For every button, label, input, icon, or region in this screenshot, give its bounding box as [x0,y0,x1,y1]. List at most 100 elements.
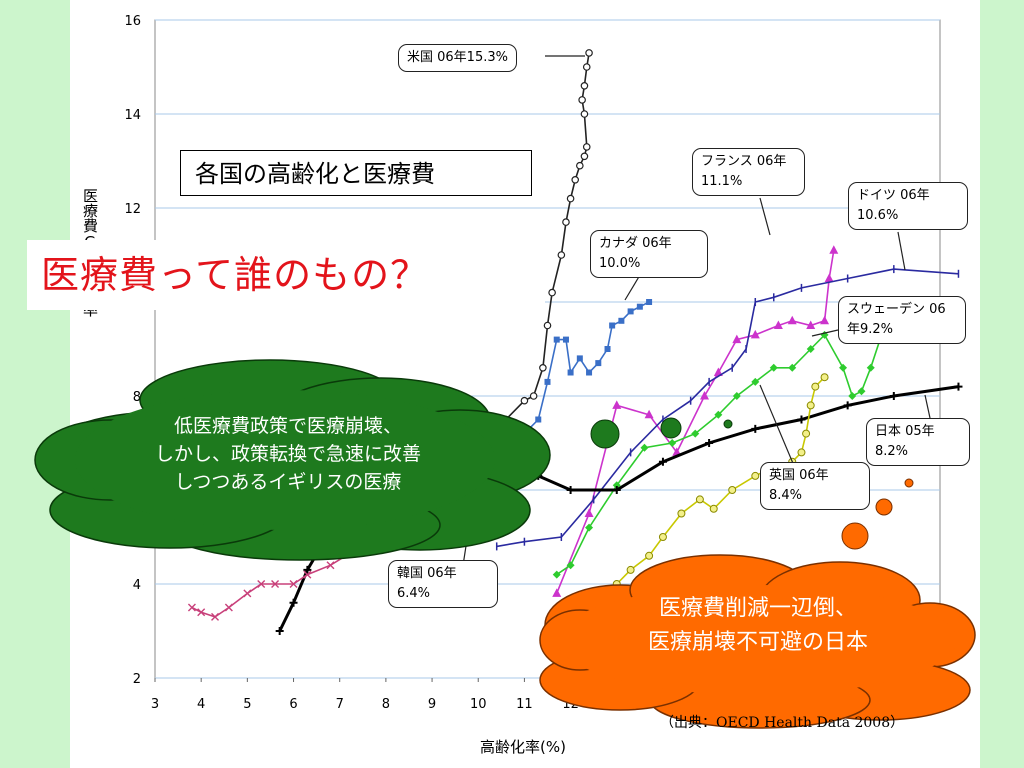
thought-bubble [660,417,682,439]
data-point [303,570,312,579]
y-tick-label: 14 [124,108,141,123]
data-point [289,598,298,607]
data-point [677,509,686,518]
data-point [562,218,570,226]
green-cloud [34,359,733,561]
data-point [839,363,848,372]
data-point [787,315,797,325]
data-point [539,363,547,372]
data-point [580,152,589,161]
data-point [544,378,551,385]
data-point [552,570,561,579]
data-point [866,363,875,372]
series-line [496,268,959,548]
data-point [566,486,575,494]
callout-pointer [624,274,641,301]
x-tick-label: 10 [470,697,487,712]
data-point [604,346,611,352]
data-point [582,63,591,71]
cloud-body [557,585,957,695]
data-point [289,580,298,588]
data-point [713,367,723,376]
callout-pointer [811,329,839,337]
data-point [728,486,737,494]
data-point [535,416,542,423]
data-point [585,523,594,532]
data-point [658,457,667,466]
data-point [806,345,815,353]
cloud-body [75,390,495,530]
data-point [658,533,667,541]
data-point [705,439,714,447]
data-point [224,603,233,612]
data-point [732,392,741,400]
data-point [843,401,852,410]
data-point [636,303,643,310]
data-point [543,321,552,330]
data-point [668,439,677,447]
callout-usa: 米国 06年15.3% [398,44,517,72]
data-point [797,448,806,457]
data-point [848,392,857,400]
data-point [576,355,583,362]
callout-uk: 英国 06年8.4% [760,462,870,510]
callout-pointer [924,394,931,419]
data-point [197,608,206,617]
data-point [562,336,569,343]
thought-bubble [841,522,869,550]
data-point [829,245,839,254]
data-point [732,334,742,344]
callout-japan: 日本 05年8.2% [866,418,970,466]
data-point [566,561,575,570]
x-tick-label: 6 [289,697,297,712]
data-point [243,589,252,598]
data-point [820,315,830,325]
data-point [578,96,586,104]
data-point [187,603,196,612]
green-cloud-text: 低医療費政策で医療崩壊、 しかし、政策転換で急速に改善 しつつあるイギリスの医療 [78,412,498,496]
decoration-layer [34,55,976,729]
data-point [580,82,589,90]
x-tick-label: 4 [197,697,205,712]
data-point [520,396,529,405]
data-point [303,565,312,574]
data-point [788,363,797,372]
data-point [552,588,562,597]
source-note: （出典：OECD Health Data 2008） [660,715,905,731]
data-point [773,320,783,329]
data-point [644,409,654,419]
orange-cloud-text: 医療費削減一辺倒、 医療崩壊不可避の日本 [548,592,968,660]
y-tick-label: 2 [133,672,141,687]
orange-cloud-line: 医療崩壊不可避の日本 [647,630,868,655]
x-axis-label: 高齢化率(%) [480,738,566,756]
data-point [709,504,718,513]
green-cloud-line: 低医療費政策で医療崩壊、 [173,415,402,437]
data-point [646,299,653,305]
data-point [566,194,575,203]
data-point [529,392,538,400]
data-point [811,382,820,391]
data-point [806,320,816,329]
data-point [751,377,760,386]
data-point [802,429,811,438]
y-tick-label: 12 [124,202,141,217]
data-point [582,143,591,151]
data-point [584,508,594,517]
data-point [326,561,335,570]
data-point [580,110,589,118]
data-point [571,176,580,184]
series-line [616,376,826,585]
callout-sweden: スウェーデン 06年9.2% [838,296,966,344]
thought-bubble [723,419,733,429]
data-point [618,317,625,324]
callout-germany: ドイツ 06年10.6% [848,182,968,230]
callout-pointer [759,197,771,236]
green-cloud-line: しつつあるイギリスの医療 [174,471,402,493]
data-point [695,495,704,504]
callout-canada: カナダ 06年10.0% [590,230,708,278]
y-tick-label: 16 [124,14,141,29]
x-tick-label: 7 [336,697,344,712]
thought-bubble [875,498,893,516]
data-point [691,429,700,438]
x-tick-label: 11 [516,697,533,712]
